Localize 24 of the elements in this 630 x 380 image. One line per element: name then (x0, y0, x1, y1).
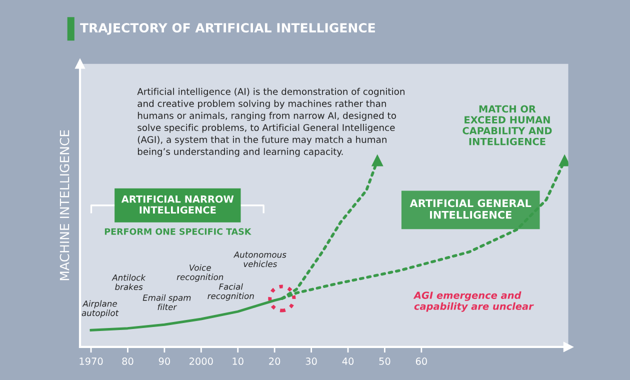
x-tick-label: 60 (416, 358, 427, 365)
x-tick-label: 20 (269, 358, 280, 365)
x-tick-label: 90 (158, 358, 170, 365)
annotation: Airplane autopilot (82, 300, 119, 318)
x-tick-label: 30 (306, 358, 317, 365)
annotation: Email spam filter (142, 294, 191, 310)
text: MATCH OR EXCEED HUMAN CAPABILITY AND INTELLIGENCE (462, 105, 552, 146)
chart-title: TRAJECTORY OF ARTIFICIAL INTELLIGENCE (80, 23, 375, 35)
annotation: Antilock brakes (112, 274, 146, 290)
annotation: AGI emergence and capability are unclear (413, 291, 534, 312)
x-tick-label: 2000 (189, 358, 213, 365)
annotation: Voice recognition (176, 264, 224, 282)
text: Artificial intelligence (AI) is the demonstration of cognition and creative problem solving by machines rather than humans or animals, ranging from narrow AI, designed to solve specific problems, to Artificial General Intelligence (AGI), a system that in the future may match a human being’s understanding and learning capacity. (137, 88, 404, 157)
annotation: Autonomous vehicles (233, 252, 286, 268)
x-tick-label: 40 (342, 358, 354, 365)
annotation: ARTIFICIAL NARROW INTELLIGENCE (121, 195, 234, 214)
x-tick-label: 10 (232, 358, 244, 365)
annotation: ARTIFICIAL GENERAL INTELLIGENCE (410, 199, 532, 219)
x-tick-label: 1970 (80, 358, 103, 365)
annotation: Facial recognition (208, 283, 254, 301)
annotation: PERFORM ONE SPECIFIC TASK (104, 228, 252, 235)
x-tick-label: 80 (122, 358, 134, 365)
x-tick-label: 50 (379, 358, 390, 365)
y-axis-title: MACHINE INTELLIGENCE (60, 130, 70, 280)
